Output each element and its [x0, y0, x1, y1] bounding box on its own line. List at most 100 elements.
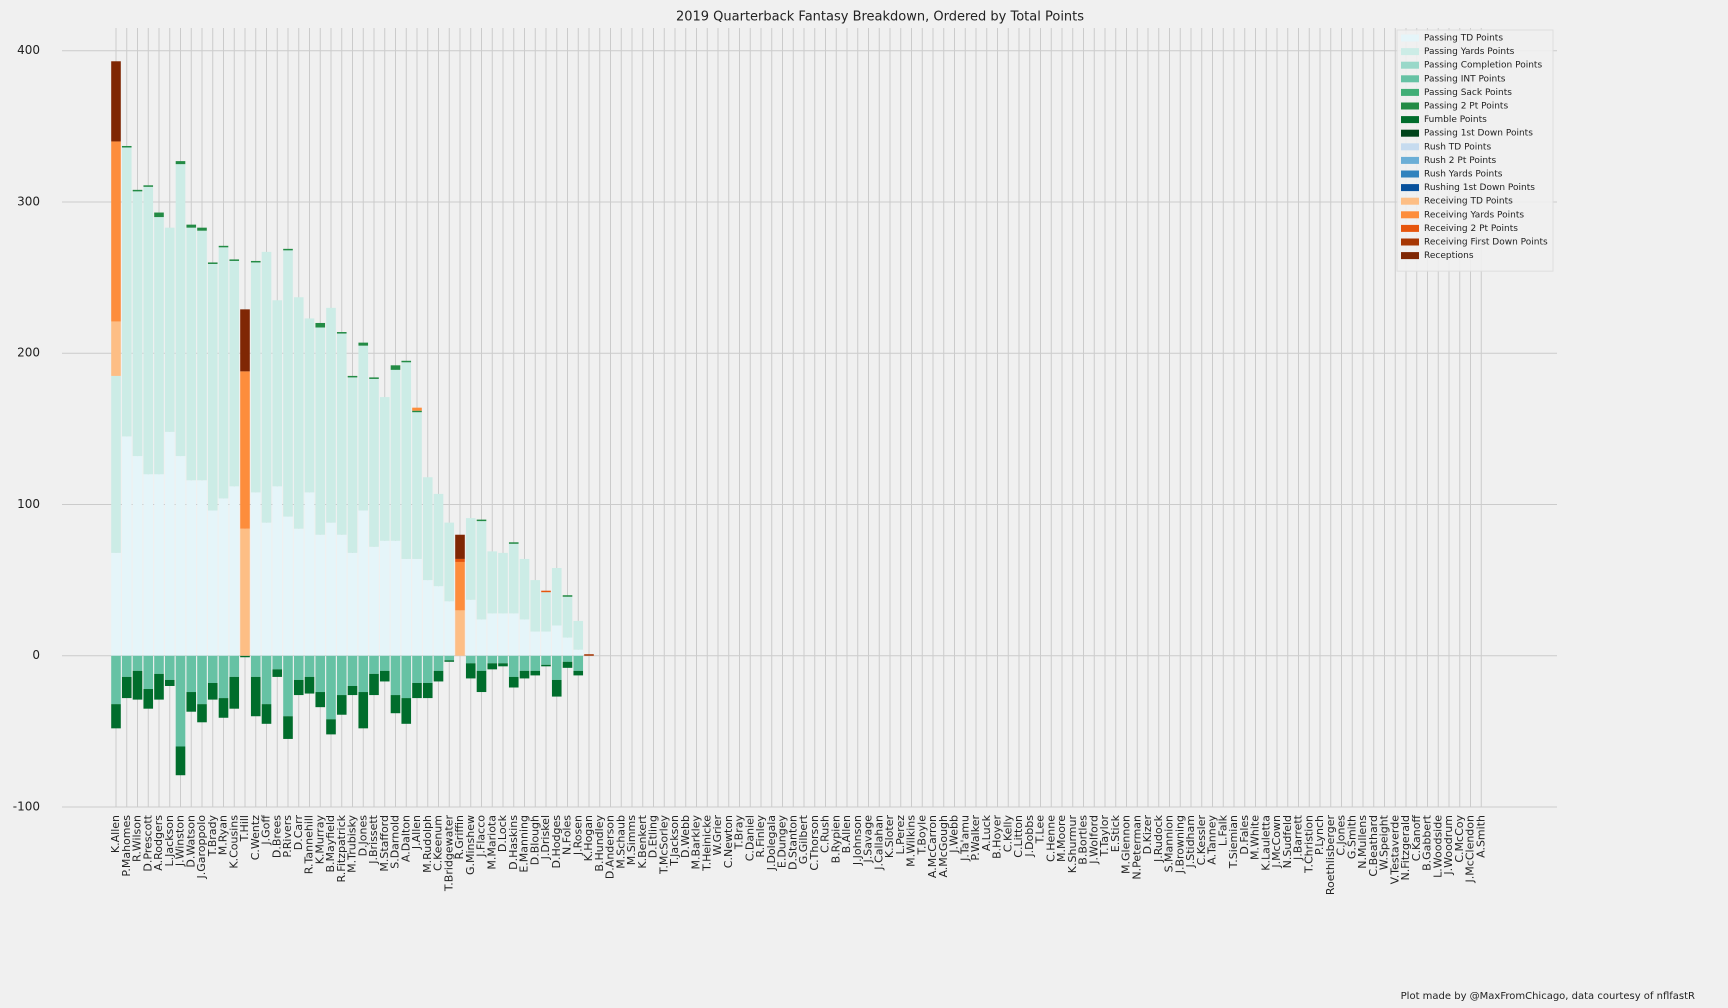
bar-segment — [347, 375, 358, 378]
bar-segment — [261, 251, 272, 523]
bar-segment — [379, 655, 390, 671]
x-tick-label: T.Taylor — [1098, 815, 1111, 858]
x-tick-label: R.Fitzpatrick — [335, 814, 348, 882]
bar-segment — [422, 682, 433, 699]
bar-segment — [390, 695, 401, 714]
x-tick-label: J.Webb — [948, 815, 961, 854]
x-tick-label: P.Lynch — [1313, 815, 1326, 855]
bar-segment — [508, 543, 519, 614]
bar-segment — [487, 551, 498, 614]
bar-segment — [164, 655, 175, 680]
bar-segment — [379, 540, 390, 656]
bar-segment — [422, 655, 433, 683]
bar-segment — [519, 670, 530, 679]
legend-label: Rush 2 Pt Points — [1424, 156, 1497, 166]
y-tick-label: -100 — [13, 800, 40, 814]
x-tick-label: T.Heinicke — [700, 815, 713, 872]
x-tick-label: D.Lock — [496, 814, 509, 852]
bar-segment — [207, 263, 218, 511]
x-tick-label: T.Hill — [238, 815, 251, 842]
bar-segment — [132, 191, 143, 457]
legend-label: Rush TD Points — [1424, 142, 1491, 152]
bar-segment — [293, 528, 304, 656]
bar-segment — [229, 655, 240, 677]
bar-segment — [111, 61, 121, 142]
bar-segment — [143, 474, 154, 656]
x-tick-label: D.Blough — [528, 815, 541, 865]
bar-segment — [455, 558, 465, 562]
bar-segment — [573, 649, 584, 656]
x-tick-label: J.Callahan — [872, 815, 885, 871]
x-tick-label: T.Jackson — [668, 815, 681, 867]
bar-segment — [121, 676, 132, 699]
x-tick-label: B.Hoyer — [991, 815, 1004, 859]
bar-segment — [164, 431, 175, 656]
x-tick-label: C.McCoy — [1453, 815, 1466, 863]
y-tick-label: 200 — [17, 346, 40, 360]
x-tick-label: D.Kizer — [1141, 815, 1154, 855]
x-tick-label: M.Glennon — [1120, 815, 1133, 874]
bar-segment — [164, 679, 175, 686]
bar-segment — [304, 676, 315, 694]
x-tick-label: A.Dalton — [399, 815, 412, 862]
x-tick-label: T.Bray — [733, 815, 746, 851]
bar-segment — [111, 552, 121, 656]
bar-segment — [551, 625, 562, 656]
x-tick-label: A.McGough — [937, 815, 950, 878]
x-tick-label: M.Wilkins — [905, 815, 918, 867]
bar-segment — [240, 528, 250, 656]
bar-segment — [465, 599, 476, 656]
bar-segment — [519, 558, 530, 620]
x-tick-label: J.Johnson — [851, 815, 864, 866]
bar-segment — [476, 670, 487, 693]
x-tick-label: B.Allen — [840, 815, 853, 853]
x-tick-label: S.Darnold — [389, 815, 402, 869]
bar-segment — [498, 655, 508, 664]
bar-segment — [358, 692, 369, 729]
bar-segment — [465, 663, 476, 679]
bar-segment — [519, 655, 530, 671]
bar-segment — [272, 486, 283, 656]
bar-segment — [336, 655, 347, 696]
bar-segment — [530, 631, 541, 656]
bar-segment — [412, 410, 422, 413]
source-note: Plot made by @MaxFromChicago, data court… — [1401, 991, 1695, 1002]
bar-segment — [541, 592, 551, 632]
x-tick-label: W.Grier — [711, 815, 724, 856]
x-tick-label: J.Brissett — [367, 814, 380, 864]
bar-segment — [111, 141, 121, 322]
bar-segment — [412, 407, 422, 411]
legend-box — [1396, 29, 1554, 272]
bar-segment — [498, 552, 508, 614]
bar-segment — [132, 670, 143, 700]
legend-label: Rushing 1st Down Points — [1424, 183, 1535, 193]
bar-segment — [541, 664, 551, 667]
legend-swatch — [1401, 88, 1419, 96]
bar-segment — [186, 227, 197, 481]
x-tick-label: B.Bortles — [1077, 815, 1090, 865]
bar-segment — [487, 655, 498, 664]
x-tick-label: D.Anderson — [604, 815, 617, 879]
x-tick-label: J.Allen — [410, 815, 423, 850]
bar-segment — [283, 248, 293, 251]
x-tick-label: J.Dolegala — [765, 815, 778, 871]
bar-segment — [541, 655, 551, 665]
bar-segment — [207, 510, 218, 656]
bar-segment — [154, 655, 164, 674]
x-tick-label: C.Litton — [1012, 815, 1025, 858]
x-tick-label: J.Dobbs — [1023, 815, 1036, 858]
x-tick-label: M.White — [1249, 815, 1262, 860]
bar-segment — [154, 474, 164, 656]
x-tick-label: T.Lee — [1034, 815, 1047, 845]
bar-segment — [240, 371, 250, 529]
legend-swatch — [1401, 211, 1419, 219]
legend-label: Receiving Yards Points — [1424, 210, 1524, 220]
x-tick-label: S.Mannion — [1163, 815, 1176, 872]
bar-segment — [121, 147, 132, 437]
x-tick-label: C.Wentz — [249, 815, 262, 860]
legend-swatch — [1401, 61, 1419, 69]
x-tick-label: C.Henne — [1044, 815, 1057, 862]
x-tick-label: J.Barrett — [1292, 814, 1305, 861]
legend-swatch — [1401, 102, 1419, 110]
